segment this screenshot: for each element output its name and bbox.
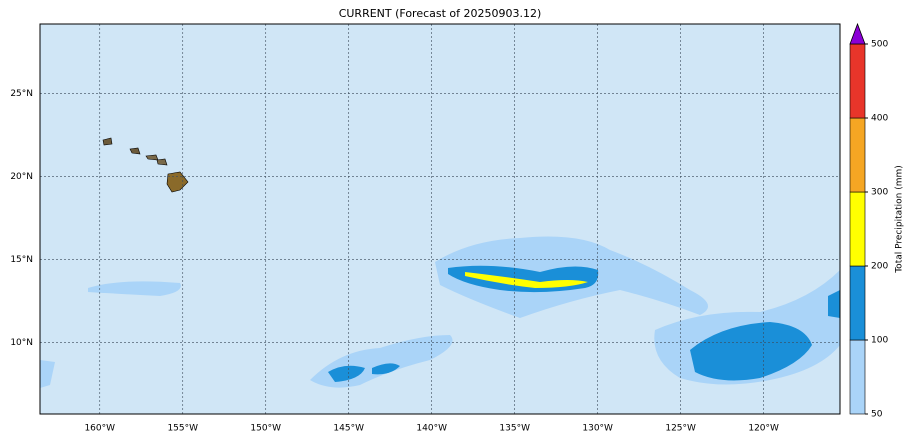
colorbar-tick-label: 50 [871,410,883,420]
colorbar-segment [849,43,866,119]
colorbar-tick-label: 300 [871,188,888,198]
x-tick-label: 155°W [167,424,198,434]
colorbar-tick-label: 500 [871,40,888,50]
x-tick-label: 150°W [250,424,281,434]
grid [40,24,840,414]
map-frame [39,23,841,415]
colorbar-tick-label: 100 [871,336,888,346]
colorbar-label: Total Precipitation (mm) [895,165,905,274]
x-tick-label: 140°W [416,424,447,434]
y-tick-label: 20°N [10,172,33,182]
map-title: CURRENT (Forecast of 20250903.12) [339,7,542,20]
colorbar-segment [849,265,866,341]
x-tick-label: 145°W [333,424,364,434]
colorbar-segment [849,339,866,415]
y-tick-label: 25°N [10,89,33,99]
colorbar-segment [849,191,866,267]
x-tick-label: 130°W [582,424,613,434]
x-tick-label: 125°W [665,424,696,434]
colorbar-segment [849,117,866,193]
x-tick-label: 135°W [499,424,530,434]
colorbar-extend [849,22,866,45]
colorbar-tick-label: 400 [871,114,888,124]
colorbar-tick-label: 200 [871,262,888,272]
x-tick-label: 120°W [748,424,779,434]
y-tick-label: 10°N [10,338,33,348]
colorbar: 50 100 200 300 400 500 [849,22,888,420]
y-tick-label: 15°N [10,255,33,265]
x-tick-label: 160°W [84,424,115,434]
precipitation [40,236,840,388]
